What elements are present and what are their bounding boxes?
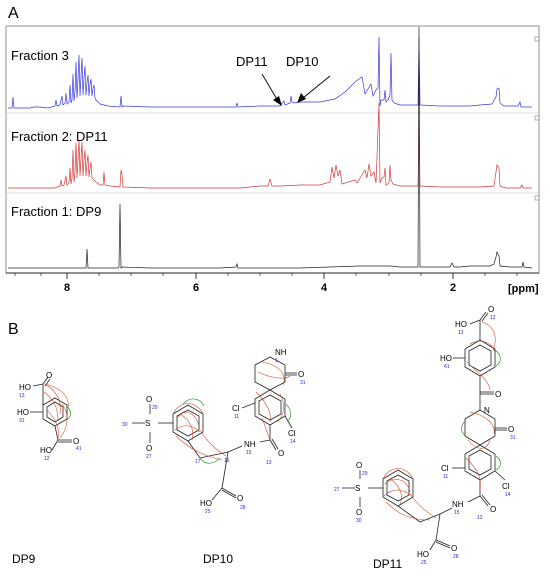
dp11-atom-o-benzoyl: O <box>495 390 501 399</box>
dp11-atom-s: S <box>355 484 360 493</box>
dp10-num-15: 15 <box>246 450 252 456</box>
dp11-atom-o-lactam: O <box>508 425 514 434</box>
panel-b-label: B <box>8 321 19 338</box>
spectrum-fraction-3 <box>8 36 532 109</box>
dp11-num-12: 12 <box>490 315 496 321</box>
dp11-atom-n: N <box>484 406 490 415</box>
dp9-atom-ho-phenol: HO <box>17 408 29 417</box>
trace-marker-3 <box>534 195 540 201</box>
dp10-atom-o-acid: O <box>237 494 243 503</box>
dp11-num-13-amide: 13 <box>477 515 483 521</box>
dp11-num-28: 28 <box>453 554 459 560</box>
dp10-atom-o-sulfonyl-bottom: O <box>146 444 152 453</box>
dp11-atom-o-amide: O <box>490 505 496 514</box>
trace-marker-2 <box>534 115 540 121</box>
dp10-atom-s: S <box>145 419 150 428</box>
dp11-num-14: 14 <box>505 492 511 498</box>
dp9-num-31: 31 <box>19 418 25 424</box>
dp11-atom-cl-right: Cl <box>502 482 510 491</box>
dp10-atom-o-amide: O <box>278 449 284 458</box>
dp11-num-31: 31 <box>510 435 516 441</box>
dp11-num-11: 11 <box>443 474 448 480</box>
dp10-num-31: 31 <box>300 380 306 386</box>
fraction-3-label: Fraction 3 <box>11 48 69 63</box>
dp10-atom-o-sulfonyl-top: O <box>146 395 152 404</box>
dp11-num-30: 30 <box>356 518 362 524</box>
panel-a-label: A <box>8 5 19 22</box>
dp10-num-17: 17 <box>195 459 201 465</box>
spectrum-fraction-2 <box>8 102 532 189</box>
x-tick-8: 8 <box>64 282 70 294</box>
dp10-num-25: 25 <box>205 509 211 515</box>
dp10-atom-cl-left: Cl <box>232 404 240 413</box>
dp9-structure <box>30 376 72 451</box>
dp10-lactam-ring <box>254 356 286 391</box>
dp10-arrow <box>297 75 331 103</box>
dp9-num-13: 13 <box>19 393 25 399</box>
dp11-arrow <box>261 73 282 106</box>
dp11-num-41-phenol: 41 <box>444 364 450 370</box>
x-axis-unit: [ppm] <box>508 283 539 295</box>
dp11-num-15: 15 <box>454 510 460 516</box>
dp11-atom-o-sulfonyl-bottom: O <box>356 508 362 517</box>
dp10-num-27: 27 <box>146 454 152 460</box>
dp10-num-13: 13 <box>266 460 272 466</box>
dp11-atom-o-top: O <box>488 305 494 314</box>
dp9-num-41: 41 <box>76 446 82 452</box>
dp10-num-29: 29 <box>152 405 158 411</box>
dp11-atom-o-acid: O <box>451 544 457 553</box>
dp11-atom-nh-amide: NH <box>452 500 464 509</box>
dp11-atom-ho-acid: HO <box>455 320 467 329</box>
dp11-atom-o-sulfonyl-top: O <box>356 461 362 470</box>
dp10-atom-nh-amide: NH <box>244 440 256 449</box>
dp10-atom-o-lactam: O <box>298 370 304 379</box>
dp10-title: DP10 <box>203 552 233 566</box>
fraction-1-label: Fraction 1: DP9 <box>11 204 101 219</box>
dp11-arrow-label: DP11 <box>236 54 268 69</box>
dp10-arrow-label: DP10 <box>286 54 319 69</box>
fraction-2-label: Fraction 2: DP11 <box>11 129 108 144</box>
dp10-num-1: 1 <box>275 358 278 364</box>
dp10-atom-cl-right: Cl <box>288 429 296 438</box>
dp10-atom-nh-ring: NH <box>275 348 287 357</box>
dp11-structure <box>342 311 507 551</box>
dp9-num-12: 12 <box>44 456 50 462</box>
dp11-atom-cl-left: Cl <box>441 464 449 473</box>
dp10-structure <box>132 356 297 501</box>
dp11-atom-ho-acid-bottom: HO <box>417 550 429 559</box>
x-tick-6: 6 <box>193 282 199 294</box>
dp9-atom-ho-bottom: HO <box>40 446 52 455</box>
spectrum-fraction-1 <box>8 26 533 269</box>
trace-marker-1 <box>534 36 540 42</box>
dp10-num-30: 30 <box>122 422 128 428</box>
dp10-num-28: 28 <box>240 505 246 511</box>
dp9-atom-o-top: O <box>46 371 52 380</box>
dp11-num-29: 29 <box>362 471 368 477</box>
dp11-title: DP11 <box>373 557 402 571</box>
x-tick-2: 2 <box>450 282 456 294</box>
x-tick-4: 4 <box>321 282 328 294</box>
dp9-title: DP9 <box>12 552 36 566</box>
spectra-frame <box>5 25 540 274</box>
dp11-num-13-top: 13 <box>458 330 464 336</box>
dp10-atom-ho-acid: HO <box>200 499 212 508</box>
dp11-num-25: 25 <box>421 560 427 566</box>
dp11-num-27: 27 <box>334 487 340 493</box>
x-axis-ticks <box>14 273 518 279</box>
dp9-atom-ho-acid: HO <box>19 383 31 392</box>
dp10-num-11: 11 <box>234 414 239 420</box>
dp10-num-14: 14 <box>290 439 296 445</box>
dp10-num-16: 16 <box>224 458 230 464</box>
dp9-atom-o-bottom: O <box>73 437 79 446</box>
dp11-atom-ho-phenol: HO <box>440 354 452 363</box>
